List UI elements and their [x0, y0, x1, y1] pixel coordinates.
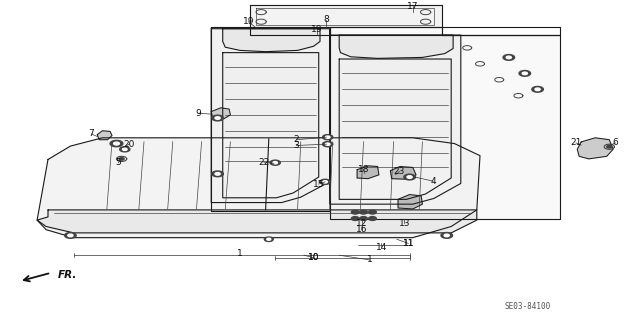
Polygon shape [114, 142, 119, 145]
Text: 8: 8 [324, 15, 329, 24]
Polygon shape [519, 70, 531, 76]
Polygon shape [360, 217, 367, 220]
Polygon shape [323, 181, 328, 183]
Polygon shape [369, 217, 376, 220]
Polygon shape [37, 138, 480, 238]
Text: 1: 1 [367, 256, 372, 264]
Polygon shape [390, 167, 416, 179]
Polygon shape [65, 233, 76, 238]
Polygon shape [122, 148, 127, 151]
Polygon shape [212, 115, 223, 121]
Text: 10: 10 [308, 253, 319, 262]
Polygon shape [330, 35, 461, 204]
Polygon shape [223, 53, 319, 198]
Polygon shape [119, 158, 124, 160]
Text: 4: 4 [431, 177, 436, 186]
Text: 10: 10 [308, 253, 319, 262]
Polygon shape [357, 166, 379, 179]
Text: 13: 13 [399, 219, 410, 228]
Polygon shape [212, 171, 223, 177]
Text: FR.: FR. [58, 270, 77, 280]
Polygon shape [532, 86, 543, 92]
Polygon shape [369, 210, 376, 214]
Text: 16: 16 [356, 225, 367, 234]
Polygon shape [522, 72, 527, 75]
Text: 7: 7 [89, 130, 94, 138]
Text: 20: 20 [124, 140, 135, 149]
Polygon shape [351, 210, 359, 214]
Polygon shape [211, 29, 330, 203]
Polygon shape [273, 161, 278, 164]
Polygon shape [110, 140, 123, 147]
Polygon shape [323, 135, 333, 140]
Text: 19: 19 [243, 17, 254, 26]
Text: 6: 6 [613, 138, 618, 147]
Polygon shape [398, 195, 422, 209]
Polygon shape [503, 55, 515, 60]
Polygon shape [267, 238, 271, 240]
Polygon shape [404, 174, 415, 180]
Text: 19: 19 [311, 25, 323, 34]
Text: 17: 17 [407, 2, 419, 11]
Polygon shape [250, 5, 442, 35]
Text: SE03-84100: SE03-84100 [505, 302, 551, 311]
Polygon shape [360, 210, 367, 214]
Polygon shape [323, 142, 333, 147]
Polygon shape [211, 27, 560, 219]
Polygon shape [270, 160, 280, 165]
Text: 5: 5 [116, 158, 121, 167]
Text: 3: 3 [294, 141, 299, 150]
Text: 12: 12 [356, 219, 367, 228]
Text: 9: 9 [196, 109, 201, 118]
Text: 11: 11 [403, 239, 414, 248]
Polygon shape [215, 117, 220, 119]
Polygon shape [407, 176, 412, 178]
Polygon shape [264, 237, 273, 241]
Text: 14: 14 [376, 243, 387, 252]
Text: 1: 1 [237, 249, 243, 258]
Polygon shape [37, 210, 477, 233]
Polygon shape [120, 147, 130, 152]
Polygon shape [577, 138, 613, 159]
Text: 21: 21 [570, 138, 582, 147]
Text: 18: 18 [358, 165, 369, 174]
Polygon shape [97, 131, 112, 140]
Polygon shape [320, 179, 330, 184]
Polygon shape [506, 56, 511, 59]
Polygon shape [325, 136, 330, 138]
Polygon shape [339, 35, 453, 58]
Polygon shape [351, 217, 359, 220]
Text: 23: 23 [394, 167, 405, 176]
Text: 22: 22 [258, 158, 269, 167]
Polygon shape [223, 29, 320, 52]
Polygon shape [211, 108, 230, 119]
Polygon shape [535, 88, 540, 91]
Polygon shape [68, 234, 73, 237]
Polygon shape [444, 234, 449, 237]
Text: 11: 11 [403, 239, 414, 248]
Polygon shape [441, 233, 452, 238]
Polygon shape [325, 143, 330, 145]
Polygon shape [215, 173, 220, 175]
Text: 2: 2 [294, 135, 299, 144]
Polygon shape [339, 59, 451, 199]
Polygon shape [607, 145, 612, 148]
Text: 15: 15 [313, 180, 324, 189]
